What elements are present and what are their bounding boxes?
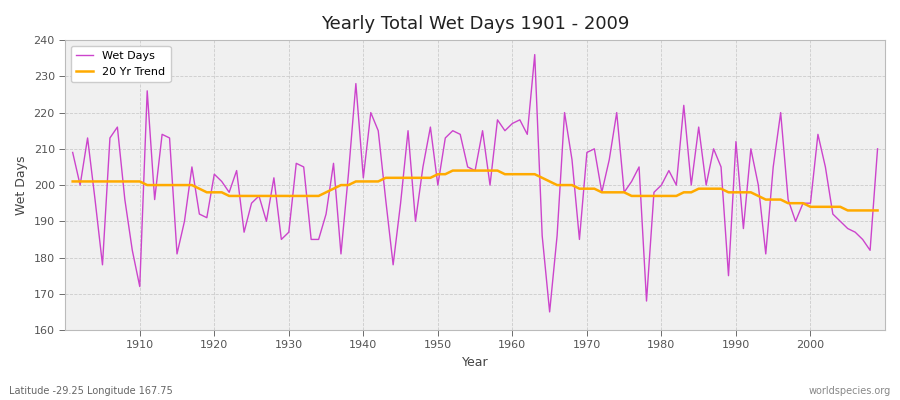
20 Yr Trend: [842, 208, 853, 213]
Wet Days: [507, 121, 517, 126]
Wet Days: [336, 252, 346, 256]
Wet Days: [500, 128, 510, 133]
Wet Days: [529, 52, 540, 57]
Text: Latitude -29.25 Longitude 167.75: Latitude -29.25 Longitude 167.75: [9, 386, 173, 396]
Wet Days: [544, 310, 555, 314]
20 Yr Trend: [507, 172, 517, 176]
Line: Wet Days: Wet Days: [73, 55, 878, 312]
Y-axis label: Wet Days: Wet Days: [15, 155, 28, 215]
Wet Days: [872, 146, 883, 151]
20 Yr Trend: [604, 190, 615, 195]
20 Yr Trend: [336, 183, 346, 188]
Wet Days: [611, 110, 622, 115]
20 Yr Trend: [447, 168, 458, 173]
20 Yr Trend: [872, 208, 883, 213]
X-axis label: Year: Year: [462, 356, 489, 369]
Line: 20 Yr Trend: 20 Yr Trend: [73, 170, 878, 210]
20 Yr Trend: [127, 179, 138, 184]
20 Yr Trend: [68, 179, 78, 184]
Text: worldspecies.org: worldspecies.org: [809, 386, 891, 396]
Wet Days: [291, 161, 302, 166]
20 Yr Trend: [291, 194, 302, 198]
Legend: Wet Days, 20 Yr Trend: Wet Days, 20 Yr Trend: [71, 46, 171, 82]
Wet Days: [68, 150, 78, 155]
Wet Days: [127, 248, 138, 253]
20 Yr Trend: [515, 172, 526, 176]
Title: Yearly Total Wet Days 1901 - 2009: Yearly Total Wet Days 1901 - 2009: [321, 15, 629, 33]
